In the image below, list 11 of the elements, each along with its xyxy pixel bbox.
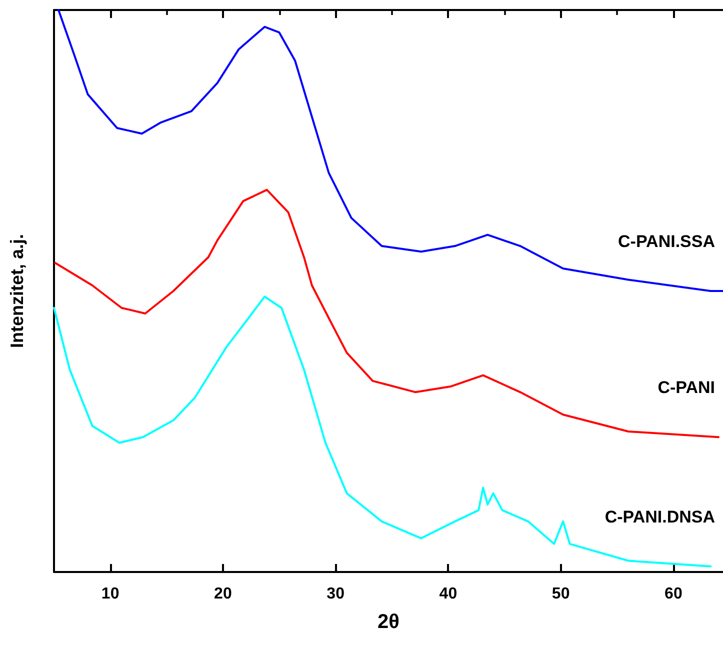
x-tick-label: 60 bbox=[664, 586, 682, 602]
x-tick-label: 50 bbox=[552, 586, 570, 602]
x-axis-title: 2θ bbox=[378, 611, 400, 633]
x-tick-label: 40 bbox=[439, 586, 458, 602]
y-axis-title: Intenzitet, a.j. bbox=[7, 234, 27, 348]
series-label: C-PANI.DNSA bbox=[604, 507, 716, 526]
x-tick-label: 10 bbox=[101, 586, 120, 602]
series-label: C-PANI.SSA bbox=[618, 232, 716, 251]
text: C-PANI bbox=[658, 378, 716, 398]
x-tick-label: 30 bbox=[326, 586, 345, 602]
x-tick-label: 20 bbox=[214, 586, 232, 602]
